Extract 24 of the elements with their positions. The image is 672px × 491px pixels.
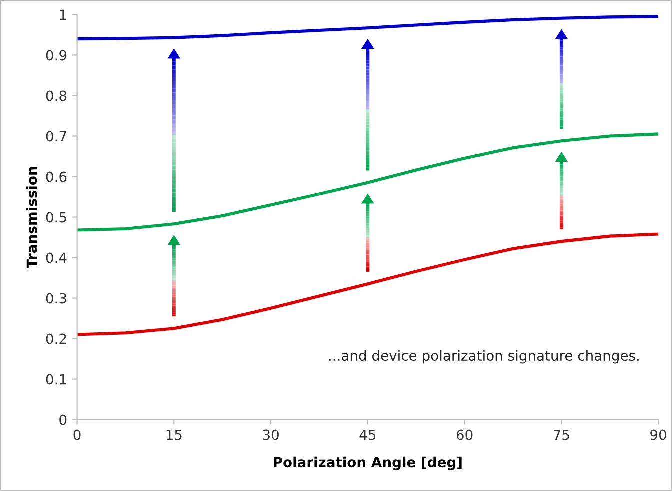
y-tick-label: 0 — [60, 414, 67, 426]
x-tick-label: 45 — [360, 430, 376, 440]
x-tick-label: 0 — [74, 430, 81, 440]
y-tick-label: 0.3 — [46, 293, 66, 304]
x-tick-label: 15 — [166, 430, 182, 440]
x-tick-label: 30 — [263, 430, 279, 440]
y-tick-label: 0.6 — [46, 172, 67, 182]
y-tick-label: 0.2 — [46, 334, 66, 344]
x-tick-label: 75 — [554, 430, 570, 440]
y-tick-label: 0.9 — [46, 50, 67, 61]
y-tick-label: 0.1 — [46, 374, 66, 385]
line-series — [77, 232, 659, 336]
x-tick-label: 60 — [456, 430, 473, 440]
y-tick-label: 0.4 — [46, 252, 67, 264]
line-series — [77, 132, 659, 232]
x-axis-title: Polarization Angle [deg] — [274, 456, 462, 470]
line-series — [77, 15, 659, 41]
y-tick-label: 0.5 — [46, 212, 66, 223]
annotation: ...and device polarization signature changes. — [329, 350, 639, 364]
y-tick-label: 0.8 — [46, 90, 67, 102]
y-tick-label: 1 — [60, 10, 66, 20]
y-tick-label: 0.7 — [46, 131, 66, 142]
x-tick-label: 90 — [650, 430, 666, 440]
y-axis-title: Transmission — [26, 167, 38, 268]
